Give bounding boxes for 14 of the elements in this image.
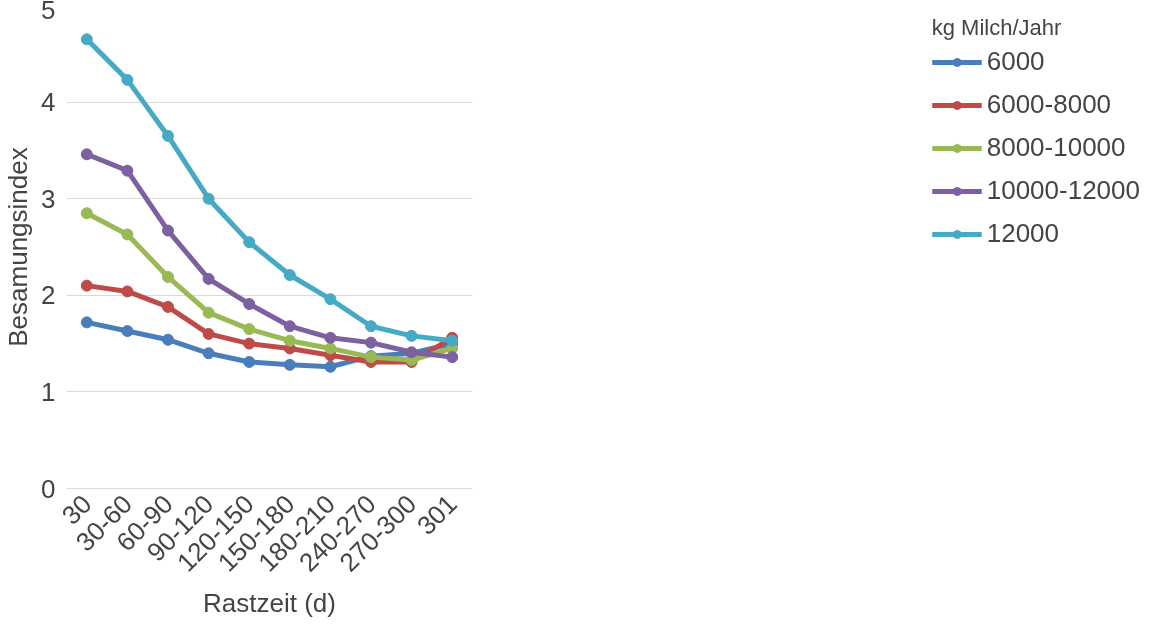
legend-label: 6000 <box>986 46 1045 77</box>
legend-label: 8000-10000 <box>986 132 1126 163</box>
legend-label: 10000-12000 <box>986 175 1140 206</box>
y-tick-label: 2 <box>41 280 56 311</box>
y-tick-label: 1 <box>41 376 56 407</box>
y-axis-title: Besamungsindex <box>3 147 34 347</box>
y-tick-label: 3 <box>41 183 56 214</box>
legend-label: 6000-8000 <box>986 89 1112 120</box>
legend-label: 12000 <box>986 218 1060 249</box>
legend-title: kg Milch/Jahr <box>931 15 1063 41</box>
y-tick-label: 4 <box>41 87 56 118</box>
y-tick-label: 5 <box>41 0 56 25</box>
x-axis-title: Rastzeit (d) <box>203 587 336 618</box>
y-tick-label: 0 <box>41 473 56 504</box>
